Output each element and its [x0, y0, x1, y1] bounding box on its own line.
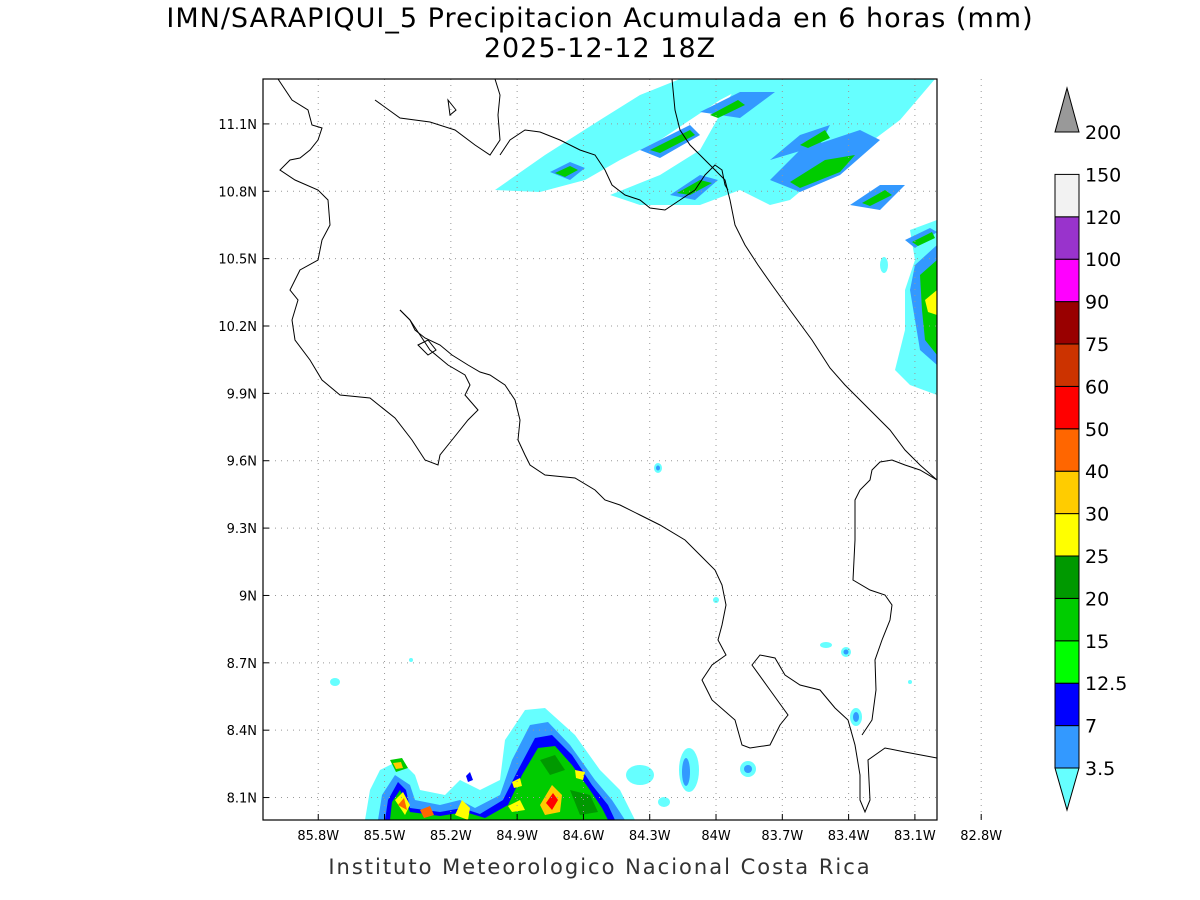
lat-tick-label: 10.5N: [218, 253, 257, 268]
colorbar-bin: [1054, 301, 1080, 345]
colorbar-label: 20: [1085, 588, 1109, 610]
colorbar-label: 90: [1085, 292, 1109, 314]
colorbar-bin: [1054, 767, 1080, 812]
colorbar-bin: [1054, 428, 1080, 472]
lon-tick-label: 85.2W: [430, 829, 472, 844]
lat-tick-label: 9.3N: [227, 522, 257, 537]
title-line-1: IMN/SARAPIQUI_5 Precipitacion Acumulada …: [166, 3, 1034, 34]
footer-credit: Instituto Meteorologico Nacional Costa R…: [328, 855, 872, 879]
colorbar-label: 3.5: [1085, 758, 1115, 780]
colorbar-bin: [1054, 555, 1080, 599]
colorbar-bin: [1054, 597, 1080, 642]
lon-tick-label: 84.3W: [629, 829, 671, 844]
lon-tick-label: 82.8W: [960, 829, 1002, 844]
colorbar-label: 40: [1085, 461, 1109, 483]
lat-tick-label: 8.4N: [227, 724, 257, 739]
lat-tick-label: 11.1N: [218, 118, 257, 133]
colorbar-label: 75: [1085, 334, 1109, 356]
colorbar-label: 25: [1085, 546, 1109, 568]
latitude-axis: 11.1N 10.8N 10.5N 10.2N 9.9N 9.6N 9.3N 9N 8.7N 8.…: [218, 118, 269, 807]
colorbar-bin: [1054, 385, 1080, 430]
colorbar-label: 150: [1085, 164, 1121, 186]
precipitation-field: [330, 79, 937, 820]
colorbar-label: 12.5: [1085, 673, 1127, 695]
lon-tick-label: 85.8W: [297, 829, 339, 844]
map-grid: [263, 79, 982, 820]
lon-tick-label: 83.7W: [761, 829, 803, 844]
title-line-2: 2025-12-12 18Z: [483, 33, 717, 64]
colorbar-label: 200: [1085, 122, 1121, 144]
lat-tick-label: 9.9N: [227, 387, 257, 402]
coastline: [277, 79, 937, 814]
lat-tick-label: 9.6N: [227, 455, 257, 470]
colorbar-label: 15: [1085, 631, 1109, 653]
lat-tick-label: 9N: [239, 589, 257, 604]
lon-tick-label: 84W: [701, 829, 731, 844]
colorbar-label: 30: [1085, 504, 1109, 526]
colorbar-label: 50: [1085, 419, 1109, 441]
colorbar-bin: [1054, 216, 1080, 260]
lat-tick-label: 8.1N: [227, 792, 257, 807]
lat-tick-label: 10.8N: [218, 185, 257, 200]
colorbar-bin: [1054, 470, 1080, 515]
colorbar-label: 120: [1085, 207, 1121, 229]
colorbar-bin: [1054, 343, 1080, 387]
lon-tick-label: 84.6W: [563, 829, 605, 844]
colorbar-label: 7: [1085, 716, 1097, 738]
lat-tick-label: 8.7N: [227, 657, 257, 672]
map-frame: [262, 78, 938, 821]
colorbar-bin: [1054, 682, 1080, 727]
colorbar-bin: [1054, 86, 1080, 133]
lon-tick-label: 84.9W: [496, 829, 538, 844]
colorbar-label: 60: [1085, 376, 1109, 398]
longitude-axis: 85.8W 85.5W 85.2W 84.9W 84.6W 84.3W 84W 83.7W 83…: [297, 814, 1002, 844]
colorbar-bin: [1054, 640, 1080, 684]
lat-tick-label: 10.2N: [218, 320, 257, 335]
chart-title: IMN/SARAPIQUI_5 Precipitacion Acumulada …: [0, 4, 1200, 64]
lon-tick-label: 85.5W: [364, 829, 406, 844]
colorbar-label: 100: [1085, 249, 1121, 271]
lon-tick-label: 83.4W: [828, 829, 870, 844]
colorbar-legend: 3.5 7 12.5 15 20 25 30 40 50 60 75 90 100 120 150 200: [1054, 86, 1127, 812]
colorbar-bin: [1054, 513, 1080, 557]
colorbar-bin: [1054, 725, 1080, 769]
colorbar-bin: [1054, 258, 1080, 303]
lon-tick-label: 83.1W: [894, 829, 936, 844]
colorbar-bin: [1054, 173, 1080, 218]
